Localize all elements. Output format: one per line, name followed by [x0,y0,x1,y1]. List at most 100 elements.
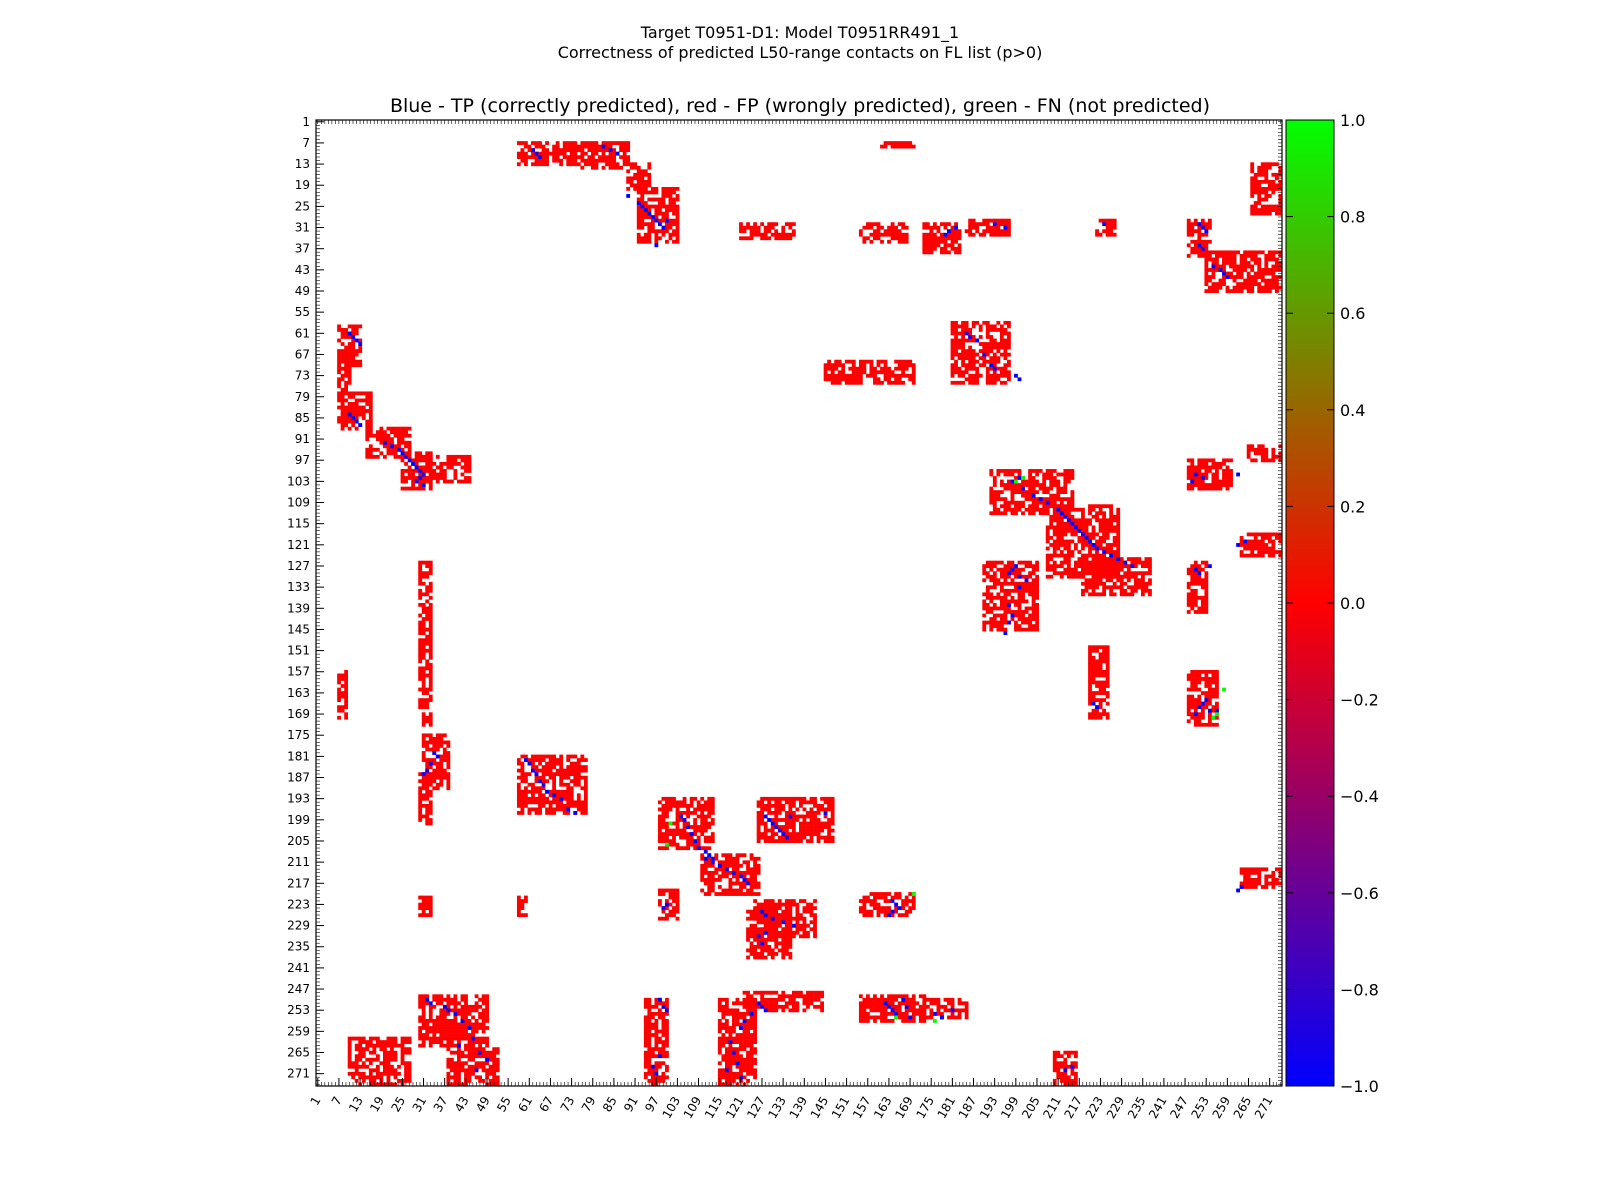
fp-cell [442,469,447,473]
fp-cell [880,906,884,911]
fp-cell [1116,507,1121,512]
fp-cell [562,144,567,149]
fp-cell [1102,698,1107,703]
fp-cell [340,694,345,699]
fp-cell [633,186,638,191]
fp-cell [770,920,775,925]
fp-cell [1028,585,1032,590]
fp-cell [661,190,666,195]
fp-cell [777,796,782,801]
fp-cell [665,211,669,216]
fp-cell [721,888,726,893]
fp-cell [425,803,430,808]
fp-cell [992,324,997,329]
fp-cell [1250,275,1255,279]
fp-cell [784,930,789,935]
fp-cell [418,581,423,586]
fp-cell [1045,476,1050,480]
fp-cell [774,930,779,935]
fp-cell [1045,564,1050,569]
fp-cell [1243,285,1248,290]
fp-cell [1098,507,1103,512]
fp-cell [707,870,712,875]
fp-cell [524,141,528,145]
fp-cell [665,828,669,833]
fp-cell [813,828,817,833]
fp-cell [559,789,564,794]
fp-cell [1070,518,1075,523]
fp-cell [467,476,472,480]
fp-cell [978,232,983,237]
fp-region [922,222,962,255]
fp-cell [827,832,832,836]
fp-cell [1190,680,1195,685]
fp-cell [989,493,994,498]
fp-cell [421,652,426,657]
fp-cell [911,899,916,903]
fp-cell [421,715,426,720]
fp-cell [703,814,708,819]
fp-cell [657,197,662,202]
fp-cell [1119,557,1124,561]
fp-cell [957,338,962,343]
fp-cell [421,1043,426,1048]
fp-cell [531,141,535,145]
fp-cell [679,828,683,833]
fp-cell [457,454,461,459]
fp-cell [770,909,775,914]
fp-cell [1073,521,1078,526]
fp-cell [858,366,863,371]
fp-cell [1140,578,1145,583]
fp-cell [784,902,789,907]
fp-cell [897,222,902,227]
fp-cell [1028,560,1032,565]
fp-cell [1271,451,1276,456]
fp-cell [1197,578,1202,583]
fp-cell [781,955,786,960]
fp-cell [989,366,994,371]
fp-cell [428,585,433,590]
fp-cell [344,387,349,392]
fp-cell [1003,469,1008,473]
fp-cell [397,430,401,435]
fp-cell [665,215,669,220]
fp-cell [1229,253,1233,258]
fp-cell [1038,486,1043,491]
fp-cell [1077,560,1082,565]
fp-cell [418,624,423,628]
fp-cell [999,222,1004,227]
fp-cell [428,733,433,738]
fp-cell [478,1022,483,1027]
fp-cell [576,782,581,787]
fp-cell [640,239,645,244]
fp-cell [904,236,909,241]
axes-title: Blue - TP (correctly predicted), red - F… [390,95,1210,117]
fp-cell [1271,208,1276,212]
fp-cell [368,416,373,420]
fp-cell [954,352,958,357]
fp-cell [887,370,891,375]
fp-cell [520,800,525,805]
fp-cell [1052,567,1057,572]
fp-cell [1052,504,1057,509]
fp-cell [672,186,676,191]
fp-cell [777,913,782,918]
fp-cell [449,479,454,484]
fp-cell [393,444,398,449]
fp-cell [1260,289,1265,294]
fp-cell [425,761,430,766]
fp-cell [1098,712,1103,717]
fp-cell [569,155,574,160]
fp-cell [1010,610,1015,614]
fp-cell [1028,493,1032,498]
fp-cell [1066,557,1071,561]
fp-cell [717,1029,722,1034]
fp-cell [583,786,588,791]
fp-cell [876,902,881,907]
fp-cell [806,814,810,819]
fp-cell [929,236,934,241]
fp-cell [1190,225,1195,230]
fp-cell [1193,560,1198,565]
fp-cell [446,1004,451,1009]
fp-cell [982,613,987,618]
